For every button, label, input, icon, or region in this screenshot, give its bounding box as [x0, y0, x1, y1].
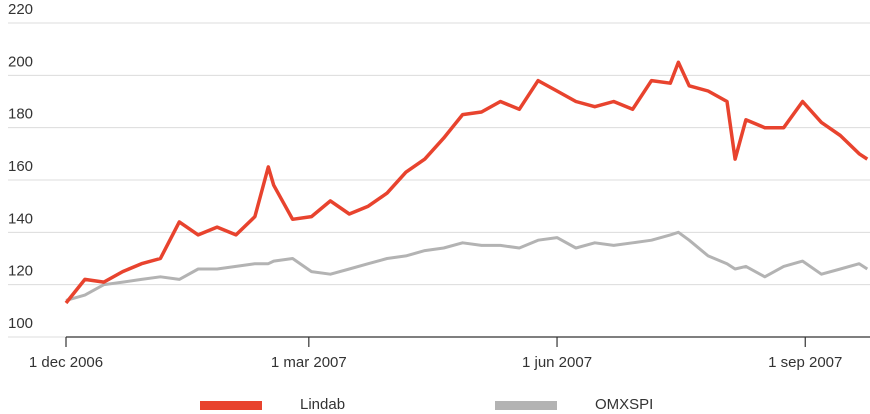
legend-swatch [200, 401, 262, 410]
line-series [65, 230, 869, 302]
y-tick-label: 220 [8, 1, 33, 18]
x-tick-label: 1 dec 2006 [29, 354, 103, 371]
legend-swatch [495, 401, 557, 410]
y-tick-label: 200 [8, 53, 33, 70]
y-tick-label: 100 [8, 315, 33, 332]
x-tick-label: 1 jun 2007 [522, 354, 592, 371]
y-tick-label: 120 [8, 263, 33, 280]
legend-label: Lindab [300, 396, 345, 413]
x-tick-label: 1 mar 2007 [271, 354, 347, 371]
y-tick-label: 160 [8, 158, 33, 175]
x-tick-label: 1 sep 2007 [768, 354, 842, 371]
line-series [64, 60, 869, 305]
y-tick-label: 140 [8, 210, 33, 227]
y-tick-label: 180 [8, 106, 33, 123]
legend-label: OMXSPI [595, 396, 653, 413]
